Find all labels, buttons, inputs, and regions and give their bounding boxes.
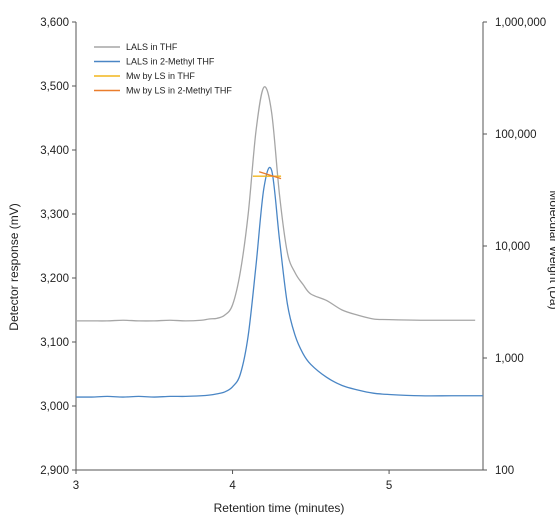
y2-tick-label: 100,000: [495, 129, 537, 141]
y-tick-label: 2,900: [40, 465, 69, 477]
y2-tick-label: 10,000: [495, 241, 530, 253]
legend: LALS in THF LALS in 2-Methyl THF Mw by LS …: [94, 42, 232, 96]
y2-axis-title: Molecular Weight (Da): [547, 190, 555, 309]
series-line-1: [75, 86, 476, 322]
legend-entry: LALS in 2-Methyl THF: [126, 57, 215, 67]
y2-tick-label: 1,000,000: [495, 17, 546, 29]
axes: 2,900 3,000 3,100 3,200 3,300 3,400 3,500 3,600…: [40, 17, 546, 492]
y2-tick-label: 100: [495, 465, 514, 477]
y-tick-label: 3,600: [40, 17, 69, 29]
legend-entry: Mw by LS in THF: [126, 71, 195, 81]
x-tick-label: 3: [73, 480, 79, 492]
series-line-4: [258, 171, 282, 180]
y2-tick-label: 1,000: [495, 353, 524, 365]
legend-entry: LALS in THF: [126, 42, 178, 52]
y-axis-title: Detector response (mV): [7, 203, 21, 330]
plot-series: [75, 86, 483, 398]
x-axis-title: Retention time (minutes): [214, 501, 345, 515]
x-tick-label: 4: [229, 480, 236, 492]
y-tick-label: 3,200: [40, 273, 69, 285]
y-tick-label: 3,400: [40, 145, 69, 157]
y-tick-label: 3,000: [40, 401, 69, 413]
y-tick-label: 3,300: [40, 209, 69, 221]
series-line-2: [75, 166, 483, 398]
y-tick-label: 3,100: [40, 337, 69, 349]
y-tick-label: 3,500: [40, 81, 69, 93]
legend-entry: Mw by LS in 2-Methyl THF: [126, 86, 232, 96]
x-tick-label: 5: [386, 480, 392, 492]
